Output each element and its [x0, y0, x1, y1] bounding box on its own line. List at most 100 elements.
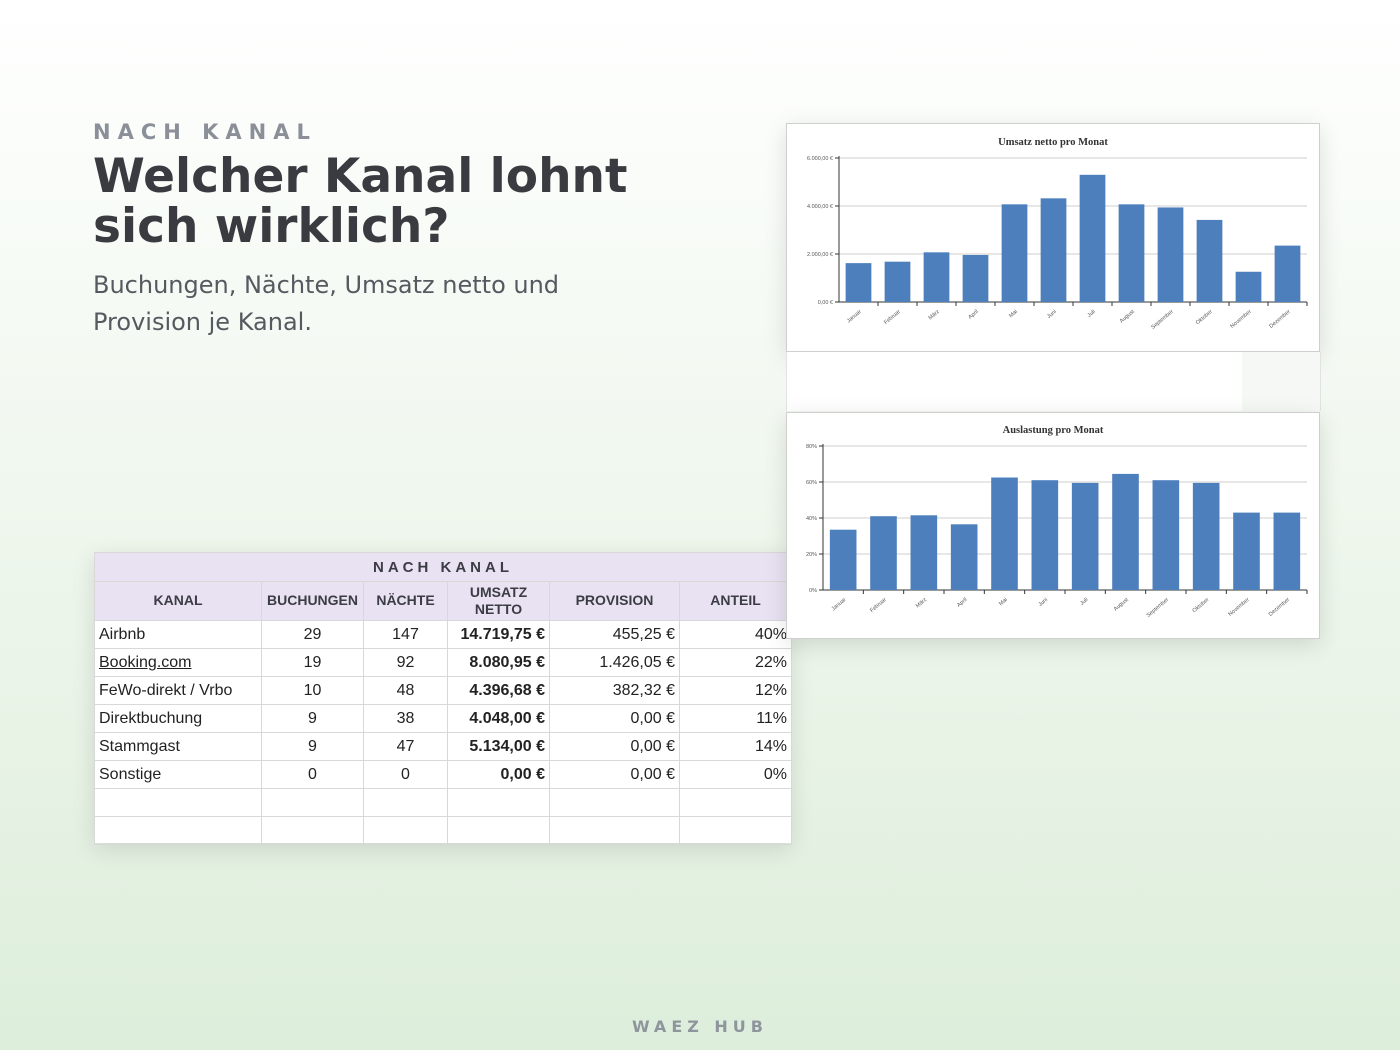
empty-cell [94, 816, 262, 845]
cell-buchungen: 19 [261, 648, 364, 677]
y-tick-label: 6.000,00 € [807, 156, 833, 162]
cell-provision: 0,00 € [549, 704, 680, 733]
footer-brand: WAEZ HUB [632, 1017, 768, 1036]
revenue-chart: Umsatz netto pro Monat 0,00 € 2.000,00 € 4.… [807, 137, 1308, 331]
bar [1071, 482, 1099, 590]
cell-kanal: Sonstige [94, 760, 262, 789]
table-row: FeWo-direkt / Vrbo 10 48 4.396,68 €382,32 €… [94, 676, 793, 705]
cell-kanal: FeWo-direkt / Vrbo [94, 676, 262, 705]
x-tick-label: September [1150, 309, 1175, 331]
y-tick-label: 80% [806, 444, 817, 450]
empty-cell [549, 788, 680, 817]
bar [1196, 219, 1223, 302]
occupancy-chart: Auslastung pro Monat 0% 20% 40% 60% 80% Januar… [806, 425, 1308, 619]
y-tick-label: 20% [806, 552, 817, 558]
section-eyebrow: NACH KANAL [93, 120, 317, 144]
cell-provision: 0,00 € [549, 760, 680, 789]
x-tick-label: August [1113, 597, 1130, 613]
cell-naechte: 92 [363, 648, 448, 677]
table-row: Direktbuchung 9 38 4.048,00 €0,00 €11% [94, 704, 793, 733]
x-tick-label: Mai [998, 597, 1009, 607]
y-tick-label: 4.000,00 € [807, 204, 833, 210]
chart-title: Auslastung pro Monat [1003, 425, 1104, 436]
chart-title: Umsatz netto pro Monat [998, 137, 1108, 148]
bar [884, 261, 911, 302]
cell-provision: 0,00 € [549, 732, 680, 761]
x-tick-label: November [1227, 597, 1250, 618]
cell-anteil: 11% [678, 704, 793, 733]
bar [1274, 245, 1301, 302]
x-tick-label: Februar [883, 309, 902, 326]
bar [1157, 207, 1184, 302]
cell-anteil: 12% [678, 676, 793, 705]
column-header-anteil: ANTEIL [678, 581, 793, 621]
x-tick-label: Januar [831, 597, 848, 613]
x-tick-label: März [915, 597, 928, 610]
cell-buchungen: 9 [261, 704, 364, 733]
bar [1273, 512, 1301, 590]
cell-naechte: 38 [363, 704, 448, 733]
empty-cell [363, 816, 448, 845]
y-tick-label: 0,00 € [818, 300, 833, 306]
bar [991, 477, 1018, 590]
cell-kanal: Airbnb [94, 620, 262, 649]
column-header-buchungen: BUCHUNGEN [261, 581, 364, 621]
y-tick-label: 40% [806, 516, 817, 522]
cell-buchungen: 0 [261, 760, 364, 789]
empty-cell [363, 788, 448, 817]
x-tick-label: Dezember [1268, 309, 1291, 330]
cell-umsatz-netto: 4.048,00 € [447, 704, 550, 733]
bar [1233, 512, 1260, 590]
empty-cell [549, 816, 680, 845]
cell-kanal[interactable]: Booking.com [94, 648, 262, 677]
bar [1192, 482, 1220, 590]
column-header-umsatz-netto: UMSATZ NETTO [447, 581, 550, 621]
cell-kanal: Direktbuchung [94, 704, 262, 733]
x-tick-label: April [967, 309, 979, 321]
table-row-empty [94, 816, 793, 845]
channel-table-card: NACH KANAL KANAL BUCHUNGEN NÄCHTE UMSATZ… [93, 552, 793, 845]
cell-umsatz-netto: 8.080,95 € [447, 648, 550, 677]
occupancy-chart-card: Auslastung pro Monat 0% 20% 40% 60% 80% Januar… [786, 412, 1320, 639]
column-header-kanal: KANAL [94, 581, 262, 621]
bar [1112, 473, 1139, 590]
x-tick-label: April [956, 597, 968, 609]
table-body: Airbnb 29 147 14.719,75 €455,25 €40% Booking… [94, 620, 793, 845]
cell-naechte: 0 [363, 760, 448, 789]
empty-cell [447, 816, 550, 845]
bar [870, 516, 897, 590]
page-headline: Welcher Kanal lohnt sich wirklich? [93, 149, 628, 254]
sheet-gap-strip [786, 352, 1321, 411]
bar [1235, 271, 1262, 302]
cell-naechte: 47 [363, 732, 448, 761]
table-caption: NACH KANAL [93, 552, 793, 582]
column-header-provision: PROVISION [549, 581, 680, 621]
x-tick-label: Februar [869, 597, 888, 614]
bar [829, 529, 857, 590]
bar [845, 263, 872, 302]
bar [910, 515, 938, 590]
x-tick-label: Oktober [1195, 309, 1214, 326]
empty-cell [261, 788, 364, 817]
channel-table: NACH KANAL KANAL BUCHUNGEN NÄCHTE UMSATZ… [93, 552, 793, 845]
cell-provision: 455,25 € [549, 620, 680, 649]
bar [1031, 480, 1059, 590]
cell-anteil: 40% [678, 620, 793, 649]
x-tick-label: August [1119, 309, 1136, 325]
table-row: Booking.com 19 92 8.080,95 €1.426,05 €22% [94, 648, 793, 677]
cell-buchungen: 29 [261, 620, 364, 649]
x-tick-label: Juli [1087, 309, 1097, 319]
table-row-empty [94, 788, 793, 817]
bar [1040, 198, 1067, 302]
x-tick-label: September [1146, 597, 1171, 619]
cell-buchungen: 9 [261, 732, 364, 761]
bar [923, 252, 950, 302]
y-tick-label: 2.000,00 € [807, 252, 833, 258]
cell-provision: 382,32 € [549, 676, 680, 705]
x-tick-label: Oktober [1192, 597, 1211, 614]
empty-cell [261, 816, 364, 845]
revenue-chart-card: Umsatz netto pro Monat 0,00 € 2.000,00 € 4.… [786, 123, 1320, 352]
x-tick-label: Januar [846, 309, 863, 325]
bar [1001, 204, 1028, 302]
cell-umsatz-netto: 14.719,75 € [447, 620, 550, 649]
